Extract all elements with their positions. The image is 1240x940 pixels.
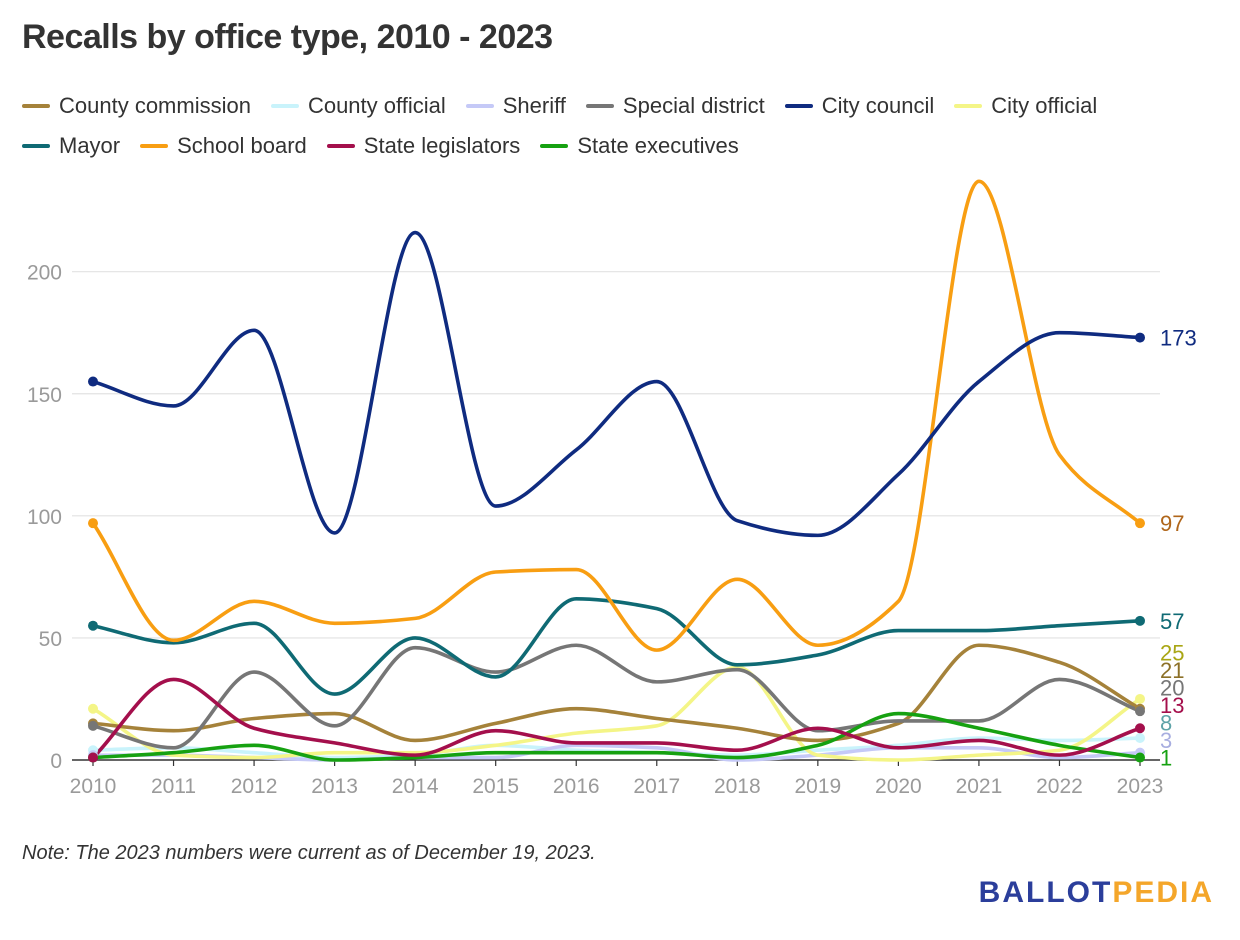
legend-item-county-commission[interactable]: County commission [22, 93, 251, 119]
x-tick-label: 2011 [151, 775, 196, 798]
x-tick-label: 2019 [794, 775, 841, 798]
legend-label: Special district [622, 93, 765, 118]
legend-label: County official [307, 93, 446, 118]
legend-label: State legislators [363, 133, 521, 158]
series-line-special-district[interactable] [91, 643, 1142, 750]
legend-label: County commission [59, 93, 251, 118]
legend-label: City council [821, 93, 935, 118]
point-state-executives[interactable] [1135, 752, 1145, 763]
x-tick-label: 2016 [553, 775, 600, 798]
series-line-school-board[interactable] [91, 179, 1142, 652]
legend-row-1: County commission County official Sheriff S… [22, 86, 1222, 126]
end-label-county-commission: 21 [1160, 658, 1184, 683]
legend-label: Mayor [59, 133, 121, 158]
logo-part-pedia: PEDIA [1112, 876, 1214, 909]
point-city-official[interactable] [1135, 693, 1145, 704]
legend-item-city-council[interactable]: City council [784, 93, 935, 119]
legend-item-state-legislators[interactable]: State legislators [326, 133, 521, 159]
legend-item-sheriff[interactable]: Sheriff [465, 93, 566, 119]
point-city-official[interactable] [88, 703, 98, 714]
x-tick-label: 2017 [633, 775, 680, 798]
y-tick-label: 0 [50, 750, 62, 773]
footnote: Note: The 2023 numbers were current as o… [22, 842, 596, 864]
logo-part-ballot: BALLOT [978, 876, 1113, 909]
legend-row-2: Mayor School board State legislators State … [22, 126, 1222, 166]
x-tick-label: 2022 [1036, 775, 1083, 798]
series-line-mayor[interactable] [91, 597, 1142, 696]
legend-swatch [465, 104, 494, 108]
legend-swatch [22, 144, 50, 148]
legend-item-county-official[interactable]: County official [270, 93, 446, 119]
legend-item-school-board[interactable]: School board [140, 133, 307, 159]
series-line-county-commission[interactable] [91, 643, 1142, 743]
chart-title: Recalls by office type, 2010 - 2023 [22, 18, 553, 56]
x-tick-label: 2018 [714, 775, 761, 798]
point-mayor[interactable] [1135, 615, 1145, 626]
end-label-state-legislators: 13 [1160, 693, 1184, 718]
point-city-council[interactable] [1135, 332, 1145, 343]
end-points [88, 332, 1145, 763]
y-tick-label: 200 [27, 262, 62, 285]
x-tick-label: 2021 [956, 775, 1003, 798]
end-label-county-official-secondary: 8 [1160, 711, 1172, 736]
x-tick-label: 2010 [70, 775, 117, 798]
x-tick-label: 2015 [472, 775, 519, 798]
legend-swatch [585, 104, 614, 108]
point-city-council[interactable] [88, 376, 98, 387]
x-tick-label: 2020 [875, 775, 922, 798]
legend-item-state-executives[interactable]: State executives [540, 133, 739, 159]
series-lines [91, 179, 1142, 762]
legend-item-mayor[interactable]: Mayor [22, 133, 120, 159]
y-tick-label: 100 [27, 506, 62, 529]
legend-label: City official [991, 93, 1098, 118]
legend-swatch [140, 144, 169, 148]
point-state-legislators[interactable] [1135, 723, 1145, 734]
axis: 2010 2011 2012 2013 2014 2015 2016 2017 2018 2019… [70, 759, 1164, 798]
series-line-state-executives[interactable] [91, 711, 1142, 762]
legend: County commission County official Sheriff S… [22, 86, 1222, 166]
series-line-state-legislators[interactable] [91, 677, 1142, 760]
legend-label: State executives [577, 133, 739, 158]
legend-swatch [540, 144, 569, 148]
series-line-city-official[interactable] [91, 665, 1142, 762]
legend-swatch [270, 104, 299, 108]
end-label-sheriff: 3 [1160, 728, 1172, 753]
point-mayor[interactable] [88, 620, 98, 631]
x-tick-label: 2014 [392, 775, 439, 798]
x-tick-label: 2023 [1117, 775, 1164, 798]
legend-swatch [22, 104, 50, 108]
point-special-district[interactable] [1135, 706, 1145, 717]
end-label-mayor: 57 [1160, 609, 1184, 634]
legend-label: School board [177, 133, 307, 158]
legend-item-special-district[interactable]: Special district [585, 93, 765, 119]
end-label-state-executives: 1 [1160, 746, 1172, 771]
series-line-city-council[interactable] [91, 230, 1142, 538]
end-label-city-council: 173 [1160, 326, 1197, 351]
end-label-city-official: 25 [1160, 641, 1184, 666]
y-tick-label: 150 [27, 384, 62, 407]
ballotpedia-logo[interactable]: BALLOTPEDIA [979, 876, 1214, 910]
point-school-board[interactable] [88, 518, 98, 529]
end-label-special-district: 20 [1160, 676, 1184, 701]
y-tick-label: 50 [39, 628, 62, 651]
x-tick-label: 2012 [231, 775, 278, 798]
gridlines: 0 50 100 150 200 [27, 262, 1160, 773]
point-school-board[interactable] [1135, 518, 1145, 529]
legend-label: Sheriff [502, 93, 566, 118]
point-state-legislators[interactable] [88, 752, 98, 763]
end-label-school-board: 97 [1160, 511, 1184, 536]
legend-swatch [954, 104, 983, 108]
legend-item-city-official[interactable]: City official [954, 93, 1097, 119]
x-tick-label: 2013 [311, 775, 358, 798]
point-county-official[interactable] [1135, 733, 1145, 744]
legend-swatch [326, 144, 355, 148]
point-special-district[interactable] [88, 720, 98, 731]
legend-swatch [784, 104, 813, 108]
